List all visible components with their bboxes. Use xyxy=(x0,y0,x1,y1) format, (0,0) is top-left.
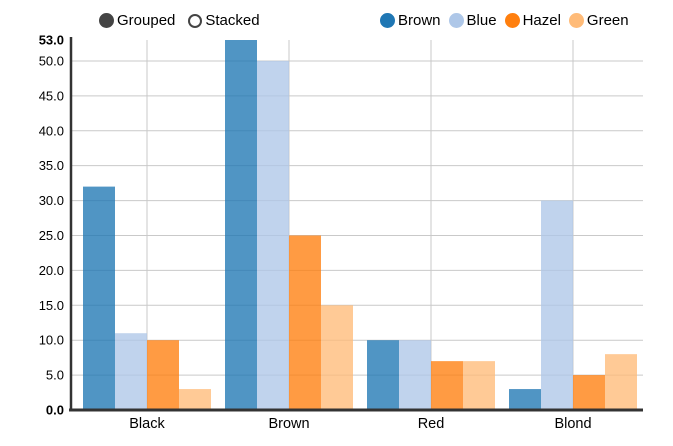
bar-hazel-black[interactable] xyxy=(147,340,179,410)
y-tick-label: 50.0 xyxy=(39,53,64,68)
y-tick-label: 5.0 xyxy=(46,368,64,383)
control-stacked[interactable]: Stacked xyxy=(188,12,260,29)
bar-green-red[interactable] xyxy=(463,361,495,410)
bar-blue-brown[interactable] xyxy=(257,60,289,411)
y-tick-label: 20.0 xyxy=(39,263,64,278)
bar-blue-black[interactable] xyxy=(115,333,147,410)
legend-swatch-icon[interactable] xyxy=(504,13,520,28)
y-tick-label: 45.0 xyxy=(39,88,64,103)
radio-selected-icon[interactable] xyxy=(99,13,114,28)
bar-hazel-blond[interactable] xyxy=(573,375,605,410)
chart-mode-controls: Grouped Stacked xyxy=(99,12,260,29)
y-tick-label: 15.0 xyxy=(39,298,64,313)
bar-blue-red[interactable] xyxy=(399,340,431,410)
bar-green-brown[interactable] xyxy=(321,305,353,410)
bar-brown-blond[interactable] xyxy=(509,389,541,410)
bar-hazel-red[interactable] xyxy=(431,361,463,410)
bar-green-black[interactable] xyxy=(179,389,211,410)
legend-label: Green xyxy=(586,12,629,29)
y-tick-label: 40.0 xyxy=(39,123,64,138)
radio-unselected-icon[interactable] xyxy=(188,13,203,28)
legend-swatch-icon[interactable] xyxy=(380,13,395,28)
legend-item-hazel[interactable]: Hazel xyxy=(504,12,561,29)
y-tick-label: 35.0 xyxy=(39,158,64,173)
legend-item-brown[interactable]: Brown xyxy=(380,12,441,29)
legend-item-green[interactable]: Green xyxy=(568,12,629,29)
bar-brown-brown[interactable] xyxy=(225,40,257,410)
legend: Brown Blue Hazel Green xyxy=(380,12,629,29)
legend-label: Hazel xyxy=(522,12,561,29)
control-grouped[interactable]: Grouped xyxy=(99,12,175,29)
y-tick-label: 30.0 xyxy=(39,193,64,208)
bar-brown-black[interactable] xyxy=(83,186,115,410)
x-tick-label-black: Black xyxy=(129,416,165,432)
control-label: Stacked xyxy=(205,12,260,29)
y-tick-label: 0.0 xyxy=(46,403,64,418)
x-tick-label-blond: Blond xyxy=(554,416,591,432)
legend-swatch-icon[interactable] xyxy=(448,13,464,28)
x-tick-label-red: Red xyxy=(418,416,445,432)
legend-label: Blue xyxy=(466,12,497,29)
control-label: Grouped xyxy=(117,12,176,29)
bar-brown-red[interactable] xyxy=(367,340,399,410)
legend-item-blue[interactable]: Blue xyxy=(448,12,497,29)
x-tick-label-brown: Brown xyxy=(268,416,309,432)
y-tick-label: 53.0 xyxy=(39,33,64,48)
bar-hazel-brown[interactable] xyxy=(289,235,321,410)
legend-label: Brown xyxy=(398,12,441,29)
legend-swatch-icon[interactable] xyxy=(568,13,584,28)
y-tick-label: 25.0 xyxy=(39,228,64,243)
y-tick-label: 10.0 xyxy=(39,333,64,348)
bar-green-blond[interactable] xyxy=(605,354,637,410)
bar-blue-blond[interactable] xyxy=(541,200,573,410)
